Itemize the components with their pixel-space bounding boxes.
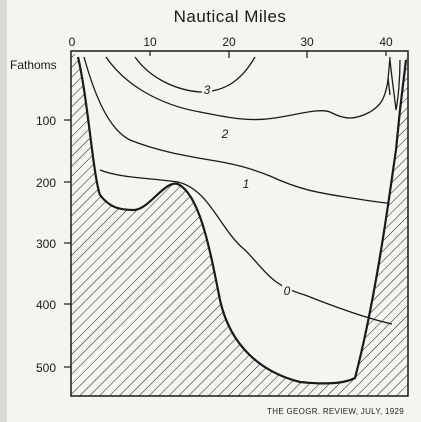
y-tick-label: 400 (36, 298, 56, 312)
isoline-right-stub (387, 77, 391, 96)
isoline-3 (134, 56, 256, 93)
isolines (83, 56, 401, 325)
isoline-2 (105, 56, 391, 121)
chart-title: Nautical Miles (174, 7, 287, 26)
x-tick-label: 0 (69, 35, 76, 49)
isoline-0 (99, 169, 393, 325)
y-tick-label: 500 (36, 361, 56, 375)
x-tick-labels: 0 10 20 30 40 (69, 35, 393, 49)
binding-edge (0, 0, 7, 422)
y-tick-label: 300 (36, 237, 56, 251)
x-tick-label: 40 (379, 35, 393, 49)
x-tick-label: 30 (300, 35, 314, 49)
isoline-labels: 3 2 1 0 (202, 82, 292, 298)
depth-unit-label: Fathoms (10, 58, 57, 72)
isoline-1 (83, 56, 389, 204)
isoline-label: 1 (243, 177, 250, 191)
y-tick-labels: 100 200 300 400 500 (36, 114, 56, 375)
seafloor-outline (76, 56, 408, 385)
isoline-label: 3 (204, 83, 211, 97)
isoline-label: 0 (284, 284, 291, 298)
diagram-frame (70, 50, 409, 397)
x-tick-label: 20 (222, 35, 236, 49)
seafloor-hatched-area (71, 51, 408, 396)
isoline-right-loop (389, 59, 401, 111)
source-credit: THE GEOGR. REVIEW, JULY, 1929 (267, 407, 404, 416)
y-tick-label: 200 (36, 176, 56, 190)
isoline-label: 2 (221, 127, 229, 141)
x-tick-label: 10 (143, 35, 157, 49)
y-tick-label: 100 (36, 114, 56, 128)
tick-marks (64, 51, 387, 368)
